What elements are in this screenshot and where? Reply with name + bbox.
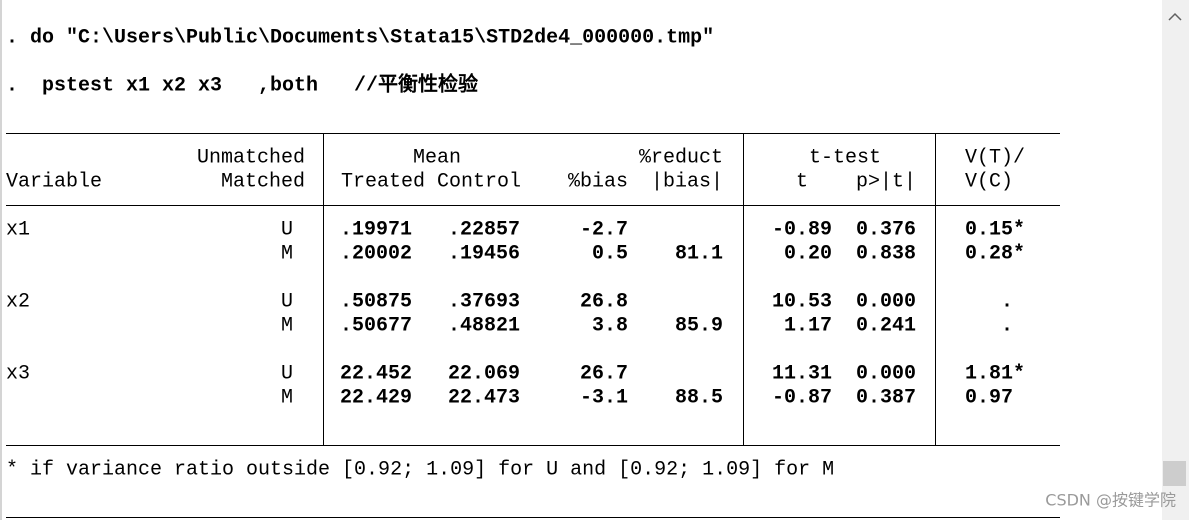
- cell-control: .19456: [448, 242, 520, 265]
- cell-control: .37693: [448, 290, 520, 313]
- cell-reduct: 81.1: [675, 242, 723, 265]
- cell-control: 22.069: [448, 362, 520, 385]
- cell-t: 1.17: [784, 314, 832, 337]
- command-line: . pstest x1 x2 x3 ,both //平衡性检验: [6, 71, 478, 97]
- cell-p: 0.000: [856, 290, 916, 313]
- cell-control: .22857: [448, 218, 520, 241]
- sample-label: M: [281, 386, 293, 409]
- header: |bias|: [651, 170, 723, 193]
- cell-reduct: 85.9: [675, 314, 723, 337]
- scrollbar-track: [1162, 0, 1189, 520]
- cell-treated: 22.452: [340, 362, 412, 385]
- cell-p: 0.838: [856, 242, 916, 265]
- cell-t: -0.87: [772, 386, 832, 409]
- cell-vratio: 1.81*: [965, 362, 1025, 385]
- command-line: . do "C:\Users\Public\Documents\Stata15\…: [6, 26, 714, 49]
- cell-t: 11.31: [772, 362, 832, 385]
- cell-bias: 0.5: [592, 242, 628, 265]
- cell-reduct: 88.5: [675, 386, 723, 409]
- cell-p: 0.000: [856, 362, 916, 385]
- cell-p: 0.376: [856, 218, 916, 241]
- cell-t: 10.53: [772, 290, 832, 313]
- header: Matched: [221, 170, 305, 193]
- sample-label: M: [281, 314, 293, 337]
- cell-vratio: 0.28*: [965, 242, 1025, 265]
- header: Variable: [6, 170, 102, 193]
- cell-treated: .50677: [340, 314, 412, 337]
- cell-control: 22.473: [448, 386, 520, 409]
- variable-name: x2: [6, 290, 30, 313]
- header: p>|t|: [856, 170, 916, 193]
- cell-control: .48821: [448, 314, 520, 337]
- cell-treated: .20002: [340, 242, 412, 265]
- sample-label: U: [281, 362, 293, 385]
- header: V(T)/: [965, 146, 1025, 169]
- cell-bias: -3.1: [580, 386, 628, 409]
- header: Treated: [341, 170, 425, 193]
- header: %bias: [568, 170, 628, 193]
- sample-label: M: [281, 242, 293, 265]
- cell-bias: 3.8: [592, 314, 628, 337]
- variable-name: x1: [6, 218, 30, 241]
- sample-label: U: [281, 290, 293, 313]
- cell-bias: 26.7: [580, 362, 628, 385]
- scroll-up-arrow[interactable]: [1168, 12, 1182, 21]
- header: Unmatched: [197, 146, 305, 169]
- cell-vratio: 0.97: [965, 386, 1013, 409]
- cell-t: -0.89: [772, 218, 832, 241]
- cell-vratio: 0.15*: [965, 218, 1025, 241]
- cell-bias: -2.7: [580, 218, 628, 241]
- variable-name: x3: [6, 362, 30, 385]
- watermark: CSDN @按键学院: [1045, 491, 1176, 510]
- cell-p: 0.387: [856, 386, 916, 409]
- header: Control: [437, 170, 521, 193]
- cell-p: 0.241: [856, 314, 916, 337]
- header: Mean: [413, 146, 461, 169]
- cell-treated: .19971: [340, 218, 412, 241]
- cell-vratio: .: [1001, 290, 1013, 313]
- header: V(C): [965, 170, 1013, 193]
- scrollbar[interactable]: [1162, 0, 1189, 520]
- cell-bias: 26.8: [580, 290, 628, 313]
- scrollbar-thumb[interactable]: [1163, 461, 1186, 486]
- header: %reduct: [639, 146, 723, 169]
- footnote: * if variance ratio outside [0.92; 1.09]…: [6, 458, 834, 481]
- cell-treated: .50875: [340, 290, 412, 313]
- header: t: [796, 170, 808, 193]
- cell-treated: 22.429: [340, 386, 412, 409]
- cell-vratio: .: [1001, 314, 1013, 337]
- cell-t: 0.20: [784, 242, 832, 265]
- header: t-test: [809, 146, 881, 169]
- sample-label: U: [281, 218, 293, 241]
